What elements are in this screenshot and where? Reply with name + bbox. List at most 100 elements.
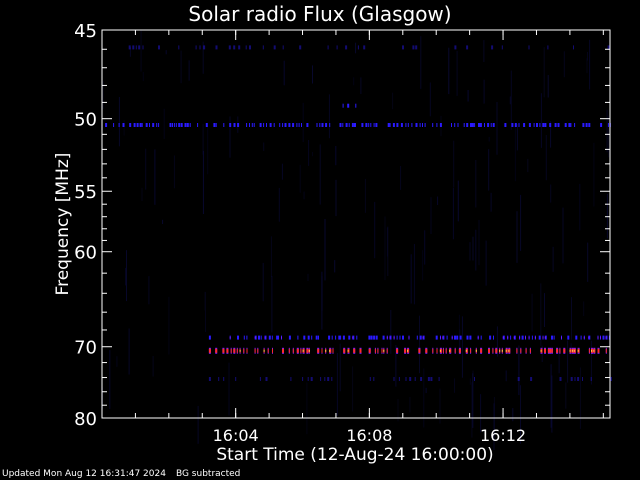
burst-mark — [254, 335, 257, 340]
burst-mark — [396, 335, 398, 340]
y-tick-label: 45 — [74, 21, 97, 42]
x-axis-label: Start Time (12-Aug-24 16:00:00) — [216, 445, 494, 465]
burst-core — [321, 348, 323, 353]
background-noise — [173, 155, 175, 189]
background-noise — [527, 158, 529, 173]
background-noise — [458, 314, 460, 355]
burst-mark — [363, 45, 366, 50]
burst-mark — [339, 123, 342, 127]
background-noise — [475, 160, 477, 208]
burst-core — [597, 348, 600, 353]
burst-mark — [368, 335, 371, 340]
background-noise — [583, 301, 585, 316]
burst-mark — [253, 123, 255, 127]
burst-mark — [105, 123, 108, 127]
y-tick-label: 55 — [74, 182, 97, 203]
burst-mark — [398, 377, 400, 381]
burst-mark — [351, 123, 354, 127]
burst-mark — [215, 45, 218, 50]
burst-mark — [554, 123, 557, 127]
burst-peak — [329, 349, 331, 352]
background-noise — [395, 345, 397, 387]
burst-mark — [189, 123, 191, 127]
burst-mark — [574, 123, 576, 127]
burst-mark — [251, 123, 253, 127]
burst-mark — [235, 377, 237, 381]
background-noise — [128, 328, 130, 375]
burst-mark — [408, 336, 410, 339]
burst-core — [332, 348, 334, 353]
background-noise — [386, 227, 388, 257]
background-noise — [439, 388, 441, 424]
burst-mark — [561, 336, 562, 339]
background-noise — [123, 119, 125, 136]
burst-mark — [327, 45, 329, 50]
background-noise — [129, 47, 131, 57]
background-noise — [374, 201, 376, 259]
burst-mark — [573, 45, 574, 50]
plot-frame — [101, 29, 611, 419]
burst-mark — [511, 123, 514, 127]
burst-mark — [471, 123, 474, 127]
burst-mark — [570, 377, 573, 381]
burst-core — [236, 348, 238, 353]
burst-mark — [311, 335, 313, 340]
burst-mark — [491, 45, 494, 50]
burst-mark — [329, 123, 331, 127]
burst-mark — [290, 377, 292, 381]
burst-peak — [475, 349, 477, 352]
burst-core — [470, 348, 472, 353]
burst-mark — [489, 335, 492, 340]
background-noise — [430, 197, 432, 234]
burst-mark — [531, 335, 533, 340]
burst-core — [386, 348, 388, 353]
burst-mark — [600, 336, 601, 339]
background-noise — [390, 310, 392, 354]
background-noise — [306, 382, 308, 435]
burst-mark — [288, 123, 291, 127]
burst-mark — [544, 123, 547, 127]
footer: Updated Mon Aug 12 16:31:47 2024 BG subtr… — [2, 469, 250, 479]
burst-mark — [538, 335, 541, 340]
background-noise — [483, 40, 485, 62]
y-tick-label: 70 — [74, 338, 97, 359]
burst-mark — [299, 45, 302, 50]
burst-core — [529, 348, 531, 353]
background-noise — [299, 164, 301, 193]
burst-mark — [456, 335, 459, 340]
burst-mark — [172, 123, 173, 127]
burst-mark — [264, 336, 266, 339]
background-noise — [145, 148, 147, 190]
burst-mark — [365, 123, 368, 127]
burst-core — [492, 348, 494, 353]
burst-core — [418, 348, 421, 353]
background-noise — [335, 146, 337, 166]
burst-mark — [149, 123, 150, 127]
background-noise — [510, 70, 512, 130]
burst-mark — [466, 335, 469, 340]
background-noise — [453, 140, 455, 188]
burst-mark — [510, 335, 512, 340]
background-noise — [520, 194, 522, 251]
burst-mark — [348, 123, 350, 127]
burst-mark — [370, 335, 373, 340]
burst-mark — [246, 123, 248, 127]
background-noise — [116, 356, 118, 367]
burst-mark — [133, 123, 136, 127]
burst-core — [551, 348, 553, 353]
burst-core — [222, 348, 225, 353]
burst-mark — [568, 123, 571, 127]
burst-mark — [469, 335, 472, 340]
burst-mark — [466, 45, 469, 50]
background-noise — [109, 350, 111, 409]
burst-mark — [335, 335, 337, 340]
background-noise — [202, 150, 204, 214]
background-noise — [518, 345, 520, 396]
burst-peak — [593, 349, 595, 352]
burst-mark — [523, 123, 526, 127]
background-noise — [547, 75, 549, 98]
burst-core — [549, 348, 552, 353]
background-noise — [154, 149, 156, 205]
updated-timestamp: Updated Mon Aug 12 16:31:47 2024 — [2, 469, 166, 479]
background-noise — [565, 382, 567, 409]
